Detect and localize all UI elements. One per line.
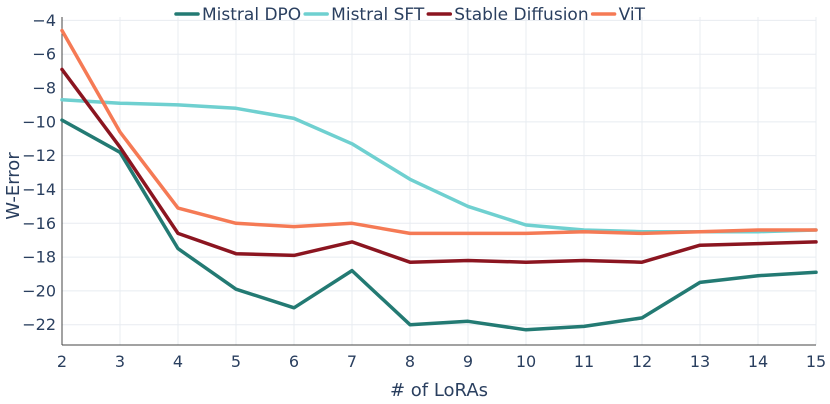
- x-tick-label: 13: [690, 352, 710, 371]
- x-tick-label: 12: [632, 352, 652, 371]
- x-tick-label: 3: [115, 352, 125, 371]
- y-tick-label: −16: [22, 214, 56, 233]
- x-tick-label: 4: [173, 352, 183, 371]
- x-tick-label: 8: [405, 352, 415, 371]
- x-tick-label: 7: [347, 352, 357, 371]
- x-tick-label: 2: [57, 352, 67, 371]
- x-tick-label: 11: [574, 352, 594, 371]
- y-tick-label: −4: [32, 11, 56, 30]
- series-line-vit: [60, 28, 818, 236]
- axes: −4 −6 −8 −10 −12 −14 −16 −18 −20 −222 3 4 5 6 7 8 9 10 11 1…: [22, 11, 826, 371]
- x-tick-label: 9: [463, 352, 473, 371]
- series-line-mistral-sft: [60, 98, 818, 234]
- x-tick-label: 5: [231, 352, 241, 371]
- y-tick-label: −10: [22, 112, 56, 131]
- y-tick-label: −22: [22, 315, 56, 334]
- legend-label-mistral-dpo: Mistral DPO: [202, 5, 301, 25]
- y-tick-label: −6: [32, 45, 56, 64]
- y-tick-label: −20: [22, 281, 56, 300]
- series-line-mistral-dpo: [60, 118, 818, 332]
- y-tick-label: −18: [22, 248, 56, 267]
- x-tick-label: 15: [806, 352, 826, 371]
- series-line-stable-diffusion: [60, 67, 818, 264]
- legend-label-stable-diffusion: Stable Diffusion: [454, 5, 588, 25]
- gridlines: [61, 17, 817, 345]
- y-axis-title: W-Error: [3, 152, 24, 220]
- x-axis-title: # of LoRAs: [390, 380, 488, 401]
- x-tick-label: 10: [516, 352, 536, 371]
- y-tick-label: −8: [32, 79, 56, 98]
- y-tick-label: −12: [22, 146, 56, 165]
- legend-label-mistral-sft: Mistral SFT: [331, 5, 425, 25]
- legend: Mistral DPO Mistral SFT Stable Diffusion Vi…: [174, 5, 646, 25]
- x-tick-label: 14: [748, 352, 768, 371]
- series-lines: [60, 28, 818, 332]
- x-tick-label: 6: [289, 352, 299, 371]
- legend-label-vit: ViT: [619, 5, 646, 25]
- y-tick-label: −14: [22, 180, 56, 199]
